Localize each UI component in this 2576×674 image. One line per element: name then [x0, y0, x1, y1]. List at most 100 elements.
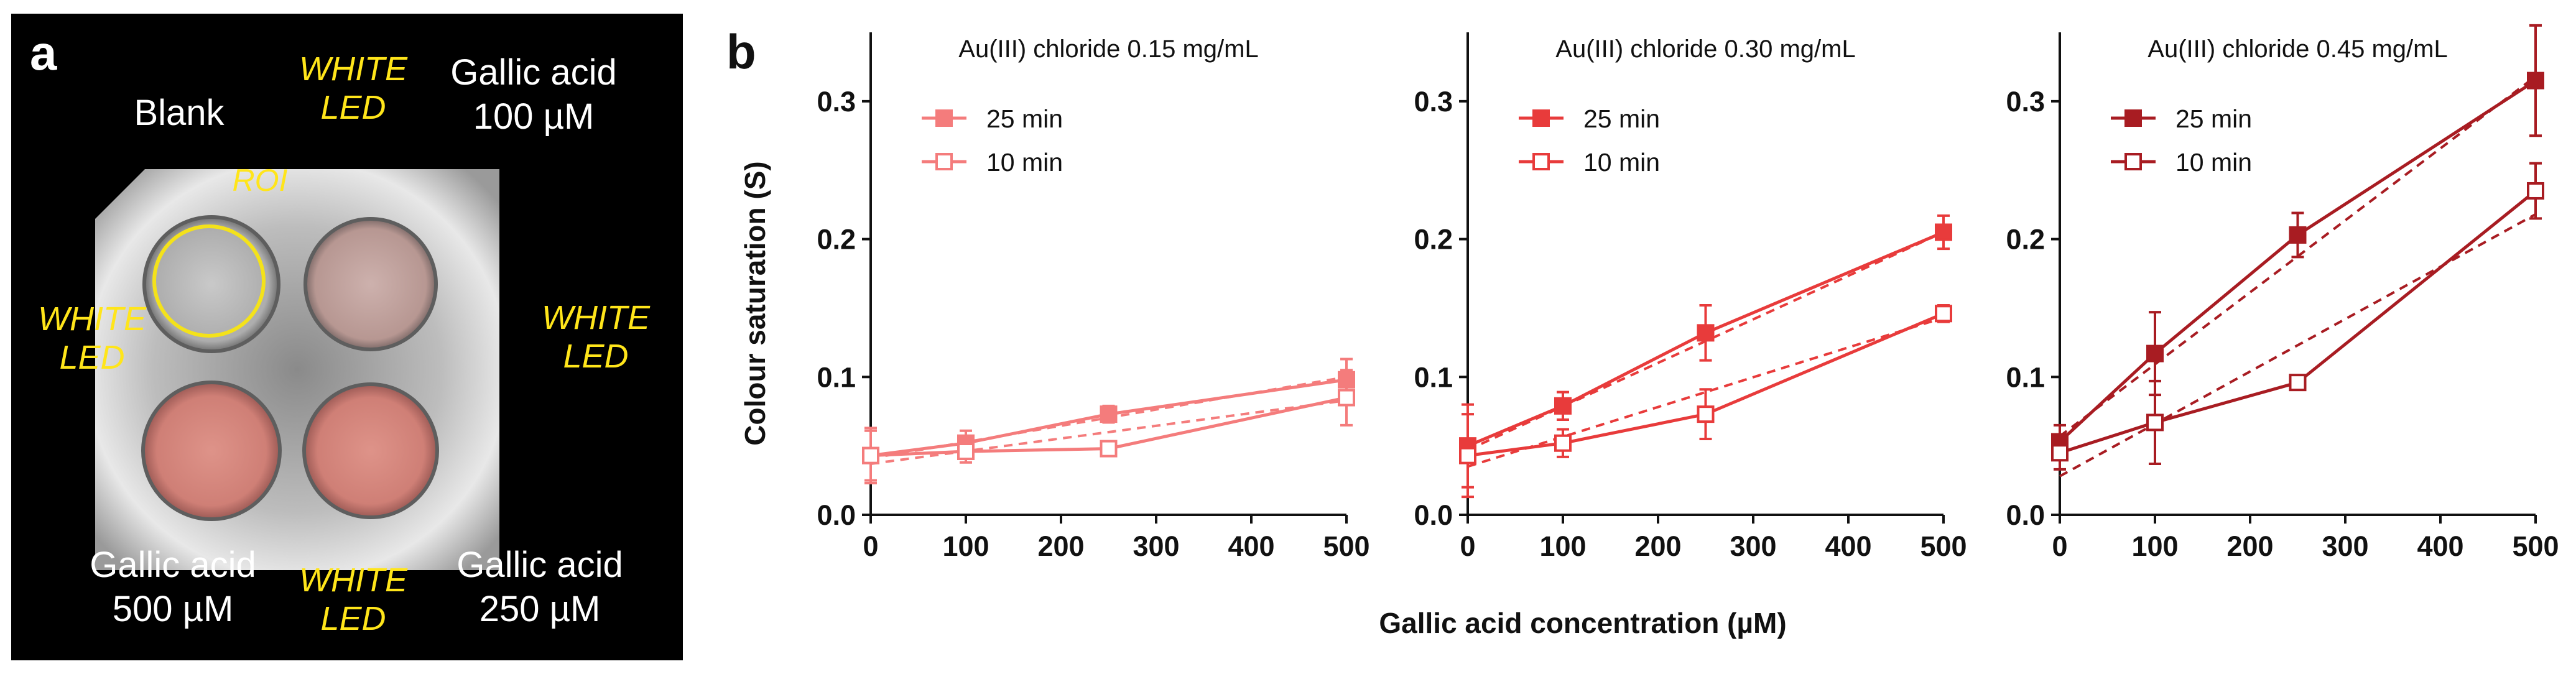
fit-line — [1467, 316, 1944, 468]
x-axis-label: Gallic acid concentration (µM) — [1379, 607, 1786, 639]
label-gallic-250: Gallic acid 250 µM — [456, 545, 623, 629]
well-blank — [142, 215, 280, 353]
y-tick-label: 0.0 — [2006, 499, 2045, 531]
series-10-min: 10 min — [862, 148, 1355, 485]
chart-panel-2: Au(III) chloride 0.30 mg/mL 0.0 0.1 0.2 0.3 0… — [1414, 32, 1967, 562]
legend-marker — [935, 153, 953, 170]
x-tick-label: 400 — [1228, 530, 1274, 562]
well-500 — [141, 381, 282, 521]
x-tick-label: 300 — [1730, 530, 1776, 562]
led-label-left: WHITE LED — [38, 300, 146, 377]
chart-panel-1: Au(III) chloride 0.15 mg/mL 0.0 0.1 0.2 0.3 0… — [817, 32, 1370, 562]
series-line — [870, 378, 1347, 458]
x-tick-label: 400 — [1825, 530, 1871, 562]
led-label-top: WHITE LED — [299, 50, 407, 127]
well-250 — [302, 382, 439, 519]
well-100 — [303, 217, 438, 351]
x-tick-label: 500 — [1323, 530, 1369, 562]
series-line — [870, 396, 1347, 458]
y-axis-label: Colour saturation (S) — [739, 161, 771, 445]
label-gallic-500: Gallic acid 500 µM — [90, 545, 256, 629]
data-point — [1697, 324, 1715, 342]
series-10-min: 10 min — [2051, 148, 2544, 478]
legend-label: 10 min — [1583, 148, 1660, 177]
series-line — [2059, 79, 2537, 443]
chart-title: Au(III) chloride 0.15 mg/mL — [958, 35, 1258, 63]
panel-letter-b: b — [726, 24, 756, 79]
chart-title: Au(III) chloride 0.45 mg/mL — [2147, 35, 2447, 63]
fit-line — [2059, 75, 2537, 438]
x-tick-label: 400 — [2417, 530, 2463, 562]
legend-marker — [2124, 153, 2142, 170]
data-point — [957, 443, 975, 461]
x-tick-label: 200 — [1634, 530, 1681, 562]
legend-label: 10 min — [2175, 148, 2252, 177]
y-tick-label: 0.2 — [817, 224, 856, 256]
data-point — [1697, 405, 1715, 423]
label-blank: Blank — [134, 93, 225, 133]
data-point — [1338, 389, 1355, 407]
x-tick-label: 100 — [1539, 530, 1586, 562]
data-point — [862, 446, 879, 464]
y-tick-label: 0.3 — [817, 86, 856, 118]
data-point — [2289, 374, 2307, 392]
roi-label: ROI — [232, 163, 288, 198]
x-tick-label: 100 — [942, 530, 989, 562]
y-tick-label: 0.2 — [2006, 224, 2045, 256]
y-tick-label: 0.1 — [1414, 361, 1453, 393]
x-tick-label: 200 — [1037, 530, 1084, 562]
data-point — [1100, 440, 1118, 458]
data-point — [1554, 434, 1572, 452]
data-point — [1459, 446, 1476, 464]
data-point — [1554, 397, 1572, 415]
data-point — [2051, 444, 2069, 462]
data-point — [2527, 182, 2544, 200]
x-tick-label: 300 — [1133, 530, 1179, 562]
roi-circle — [152, 224, 266, 338]
fit-line — [2059, 213, 2536, 478]
y-tick-label: 0.1 — [2006, 361, 2045, 393]
data-point — [2146, 344, 2164, 362]
legend-label: 25 min — [2175, 104, 2252, 133]
led-label-bottom: WHITE LED — [299, 561, 407, 638]
series-line — [1467, 231, 1944, 448]
legend-marker — [935, 109, 953, 127]
data-point — [2146, 413, 2164, 432]
y-tick-label: 0.0 — [1414, 499, 1453, 531]
label-gallic-100: Gallic acid 100 µM — [450, 52, 617, 137]
data-point — [1100, 405, 1118, 423]
panel-a-photo: a Blank Gallic acid 100 µM Gallic acid 5… — [11, 14, 683, 660]
legend-marker — [2124, 109, 2142, 127]
sample-plate — [95, 169, 499, 570]
x-tick-label: 100 — [2131, 530, 2178, 562]
data-point — [2527, 72, 2544, 90]
y-tick-label: 0.2 — [1414, 224, 1453, 256]
panel-letter-a: a — [30, 25, 57, 80]
legend-label: 25 min — [986, 104, 1063, 133]
chart-title: Au(III) chloride 0.30 mg/mL — [1555, 35, 1855, 63]
series-10-min: 10 min — [1459, 148, 1952, 499]
legend-label: 25 min — [1583, 104, 1660, 133]
x-tick-label: 500 — [1920, 530, 1967, 562]
legend-label: 10 min — [986, 148, 1063, 177]
legend-marker — [1532, 109, 1550, 127]
x-tick-label: 300 — [2322, 530, 2368, 562]
series-line — [2059, 190, 2537, 455]
data-point — [2289, 226, 2307, 244]
series-25-min: 25 min — [2051, 24, 2544, 460]
y-tick-label: 0.3 — [1414, 86, 1453, 118]
legend-marker — [1532, 153, 1550, 170]
x-tick-label: 200 — [2226, 530, 2273, 562]
x-tick-label: 0 — [2052, 530, 2067, 562]
chart-area: Au(III) chloride 0.15 mg/mL 0.0 0.1 0.2 0.3 0… — [739, 24, 2559, 639]
y-tick-label: 0.1 — [817, 361, 856, 393]
x-tick-label: 500 — [2512, 530, 2559, 562]
chart-panel-3: Au(III) chloride 0.45 mg/mL 0.0 0.1 0.2 0.3 0… — [2006, 24, 2559, 562]
data-point — [1935, 223, 1952, 241]
data-point — [1935, 305, 1952, 323]
y-tick-label: 0.3 — [2006, 86, 2045, 118]
x-tick-label: 0 — [1460, 530, 1475, 562]
led-label-right: WHITE LED — [542, 299, 650, 376]
series-25-min: 25 min — [1459, 104, 1952, 489]
x-tick-label: 0 — [863, 530, 878, 562]
